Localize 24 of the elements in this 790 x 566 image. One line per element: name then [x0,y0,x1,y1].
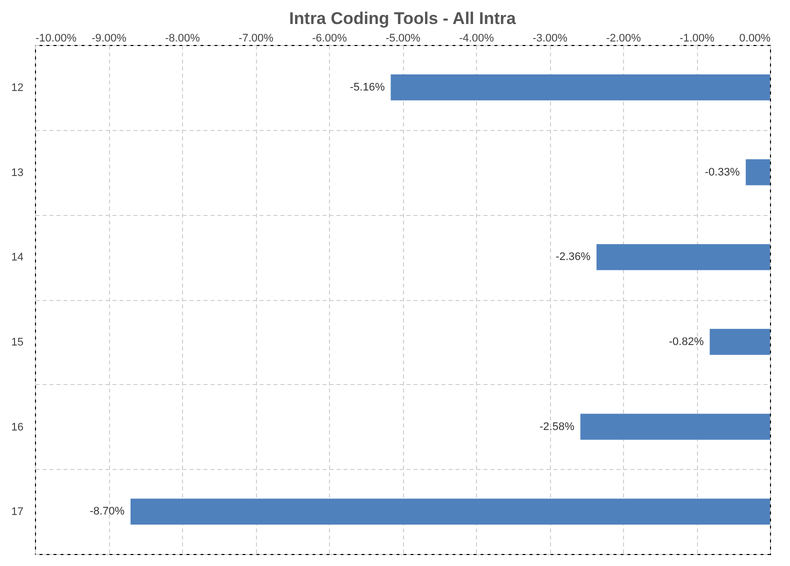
data-label: -5.16% [350,81,385,94]
x-tick-label: -9.00% [92,32,127,44]
data-label: -2.36% [556,251,591,264]
y-tick-label: 14 [11,252,24,264]
data-label: -0.82% [668,336,704,348]
y-tick-label: 13 [11,166,24,179]
y-tick-label: 16 [11,421,24,434]
data-label: -2.58% [540,420,575,433]
y-tick-label: 15 [11,336,24,348]
x-tick-label: -5.00% [386,32,421,44]
data-label: -0.33% [704,166,740,178]
x-tick-label: -3.00% [532,32,568,44]
x-tick-label: -6.00% [312,32,348,44]
x-tick-label: -8.00% [165,32,200,44]
x-tick-label: -2.00% [606,32,642,44]
y-tick-label: 12 [11,82,24,94]
x-tick-label: -4.00% [459,32,494,44]
x-tick-label: -10.00% [36,32,77,44]
x-tick-label: 0.00% [739,32,771,44]
chart-title: Intra Coding Tools - All Intra [289,9,516,28]
data-label: -8.70% [90,506,125,518]
x-tick-label: -1.00% [680,32,715,44]
x-tick-label: -7.00% [238,32,274,44]
y-tick-label: 17 [11,506,24,518]
